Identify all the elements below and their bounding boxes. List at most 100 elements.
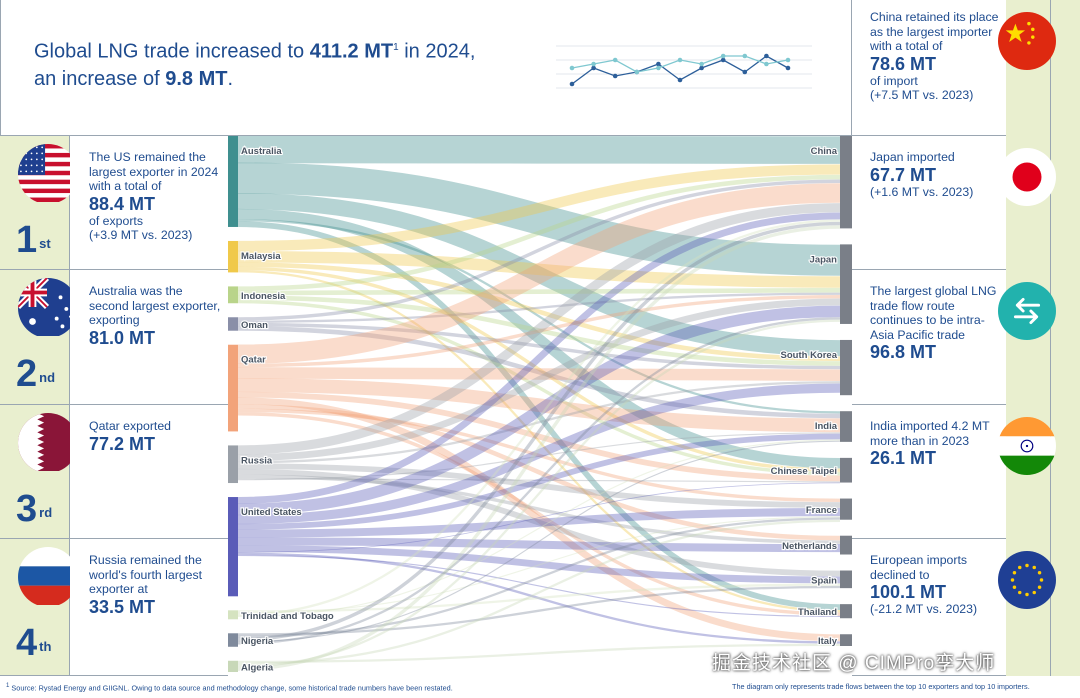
flow-link xyxy=(237,391,841,482)
flow-link xyxy=(237,412,841,616)
exporter-value: 33.5 MT xyxy=(89,596,156,617)
exporter-info-cell: Australia was the second largest exporte… xyxy=(70,270,228,405)
importer-value: 96.8 MT xyxy=(870,342,937,363)
importer-after-text: of import xyxy=(870,73,918,88)
exporter-text: Australia was the second largest exporte… xyxy=(89,284,221,348)
flow-link xyxy=(237,378,841,433)
flow-link xyxy=(237,203,841,455)
rank-digit: 2 xyxy=(16,353,38,395)
rank-suffix: nd xyxy=(39,370,56,385)
flow-link xyxy=(237,433,841,530)
flow-link xyxy=(237,179,841,321)
exporter-info-cell: Qatar exported 77.2 MT xyxy=(70,405,228,539)
exporter-text: Qatar exported 77.2 MT xyxy=(89,419,221,454)
importer-info-cell: China retained its place as the largest … xyxy=(852,0,1006,136)
importer-label: Netherlands xyxy=(782,541,837,552)
importer-label: China xyxy=(811,146,838,157)
importer-node xyxy=(840,634,852,646)
flow-link xyxy=(237,250,841,288)
importer-value: 100.1 MT xyxy=(870,582,947,603)
sparkline-point xyxy=(612,73,618,79)
importer-text: India imported 4.2 MT more than in 2023 2… xyxy=(870,419,1000,468)
exporter-text: Russia remained the world's fourth large… xyxy=(89,553,221,617)
flow-link xyxy=(237,221,841,610)
sparkline-point xyxy=(699,61,704,67)
sparkline-point xyxy=(591,61,596,67)
importer-value: 26.1 MT xyxy=(870,448,937,469)
importer-text: China retained its place as the largest … xyxy=(870,10,999,103)
flow-link xyxy=(237,270,841,613)
importer-label: Japan xyxy=(810,254,838,265)
us-flag-icon xyxy=(18,144,78,204)
sparkline-point xyxy=(785,65,791,71)
sparkline-point xyxy=(677,77,683,83)
flow-layer xyxy=(237,136,841,671)
importer-label: Spain xyxy=(811,575,837,586)
exporter-node xyxy=(228,344,238,432)
exporter-node xyxy=(228,286,238,304)
importer-node xyxy=(840,457,852,483)
exporter-label: Malaysia xyxy=(241,251,281,262)
flow-link xyxy=(237,299,841,476)
exporter-node xyxy=(228,660,238,672)
importer-label: Italy xyxy=(818,636,838,647)
sparkline-point xyxy=(591,65,596,71)
importer-node xyxy=(840,411,852,442)
flow-link xyxy=(237,381,841,464)
rank-digit: 4 xyxy=(16,622,38,664)
flow-link xyxy=(237,266,841,472)
flow-link xyxy=(237,292,841,323)
importer-label: Thailand xyxy=(798,607,837,618)
sparkline-point xyxy=(742,69,748,75)
russia-flag-icon xyxy=(18,547,78,607)
flow-link xyxy=(237,294,841,368)
flow-link xyxy=(237,474,841,544)
exporter-node xyxy=(228,317,238,331)
importer-node xyxy=(840,604,852,619)
footer-note: The diagram only represents trade flows … xyxy=(732,682,1030,691)
importer-value: 67.7 MT xyxy=(870,164,937,185)
exporter-label: Qatar xyxy=(241,355,266,366)
importer-node xyxy=(840,339,852,396)
flow-link xyxy=(237,440,841,643)
flow-link xyxy=(237,219,841,616)
flow-link xyxy=(237,439,841,618)
flow-link xyxy=(237,397,841,642)
total-trade-value: 411.2 MT xyxy=(309,40,394,63)
trade-increase-value: 9.8 MT xyxy=(165,67,228,90)
exporter-label: Nigeria xyxy=(241,636,274,647)
flow-link xyxy=(237,262,841,362)
flow-link xyxy=(237,468,841,577)
sparkline-chart xyxy=(556,45,812,89)
exporter-node xyxy=(228,240,238,273)
flow-link xyxy=(237,517,841,638)
flow-link xyxy=(237,643,841,664)
importer-text: The largest global LNG trade flow route … xyxy=(870,284,1000,362)
importer-node xyxy=(840,535,852,555)
right-edge-column xyxy=(1050,0,1080,676)
importer-node xyxy=(840,498,852,520)
flow-link xyxy=(237,317,841,645)
exporter-label: Oman xyxy=(241,320,268,331)
flow-link xyxy=(237,519,841,666)
importer-delta: (+1.6 MT vs. 2023) xyxy=(870,184,974,199)
importer-label: South Korea xyxy=(781,350,838,361)
sparkline-point xyxy=(764,61,769,67)
exporter-node xyxy=(228,136,238,227)
arrows-swap-icon xyxy=(998,282,1056,340)
sparkline-point xyxy=(634,69,640,75)
qatar-flag-icon xyxy=(18,413,78,473)
flow-link xyxy=(237,463,841,508)
china-flag-icon xyxy=(998,12,1056,70)
flow-link xyxy=(237,583,841,613)
flow-link xyxy=(237,183,841,365)
flow-link xyxy=(237,193,841,357)
importer-info-cell: The largest global LNG trade flow route … xyxy=(852,270,1006,405)
headline: Global LNG trade increased to 411.2 MT1 … xyxy=(34,40,476,90)
exporter-value: 81.0 MT xyxy=(89,327,156,348)
exporter-label: Algeria xyxy=(241,662,274,673)
